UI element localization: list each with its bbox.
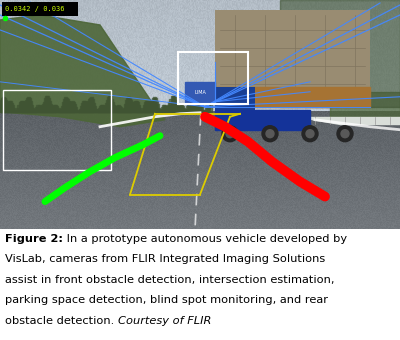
Text: obstacle detection.: obstacle detection. <box>5 316 118 326</box>
Circle shape <box>337 126 353 142</box>
Polygon shape <box>215 110 310 130</box>
Polygon shape <box>185 82 215 104</box>
Polygon shape <box>330 92 400 117</box>
Text: In a prototype autonomous vehicle developed by: In a prototype autonomous vehicle develo… <box>63 234 347 244</box>
Circle shape <box>306 130 314 138</box>
Text: assist in front obstacle detection, intersection estimation,: assist in front obstacle detection, inte… <box>5 275 334 285</box>
Circle shape <box>341 130 349 138</box>
Bar <box>2 2 78 16</box>
Text: LIMA: LIMA <box>194 90 206 95</box>
Circle shape <box>226 130 234 138</box>
Circle shape <box>266 130 274 138</box>
Circle shape <box>302 126 318 142</box>
Text: parking space detection, blind spot monitoring, and rear: parking space detection, blind spot moni… <box>5 295 328 305</box>
Bar <box>3 90 111 170</box>
Polygon shape <box>280 0 400 107</box>
Circle shape <box>262 126 278 142</box>
Polygon shape <box>300 117 400 124</box>
Circle shape <box>222 126 238 142</box>
Text: VisLab, cameras from FLIR Integrated Imaging Solutions: VisLab, cameras from FLIR Integrated Ima… <box>5 254 325 265</box>
Text: 0.0342 / 0.036: 0.0342 / 0.036 <box>5 6 64 12</box>
Polygon shape <box>0 15 165 127</box>
Polygon shape <box>215 87 370 107</box>
Text: Figure 2:: Figure 2: <box>5 234 63 244</box>
Bar <box>178 52 248 104</box>
Text: Courtesy of FLIR: Courtesy of FLIR <box>118 316 211 326</box>
